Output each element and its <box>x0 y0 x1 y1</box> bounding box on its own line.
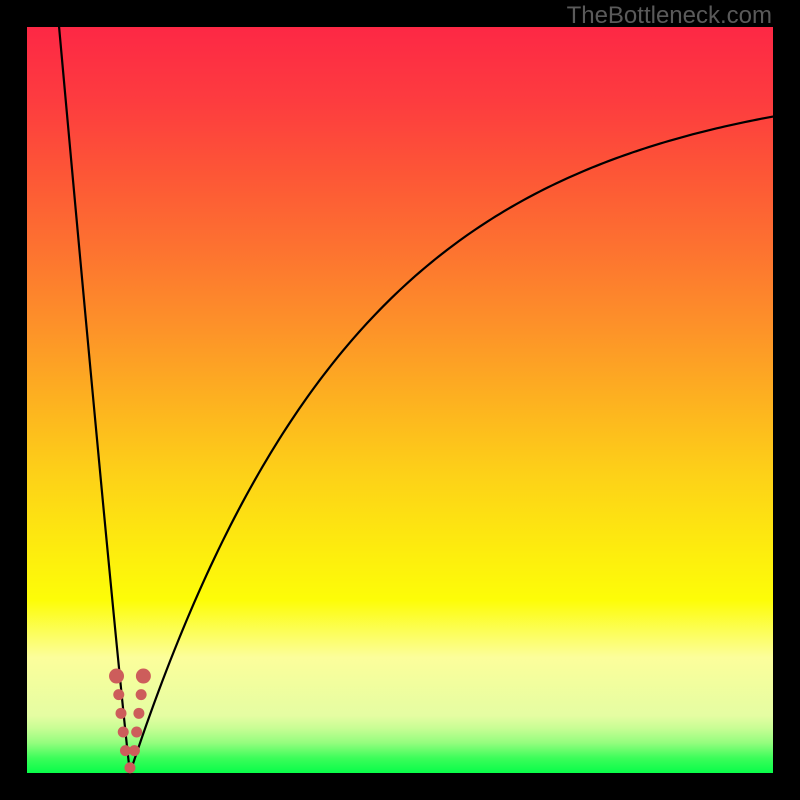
data-marker <box>133 708 144 719</box>
data-marker <box>136 669 151 684</box>
data-marker <box>109 669 124 684</box>
bottleneck-chart <box>0 0 800 800</box>
watermark-text: TheBottleneck.com <box>567 2 772 30</box>
data-marker <box>131 726 142 737</box>
data-marker <box>113 689 124 700</box>
data-marker <box>129 745 140 756</box>
data-marker <box>118 726 129 737</box>
chart-background <box>27 27 773 773</box>
data-marker <box>124 762 135 773</box>
data-marker <box>116 708 127 719</box>
data-marker <box>136 689 147 700</box>
